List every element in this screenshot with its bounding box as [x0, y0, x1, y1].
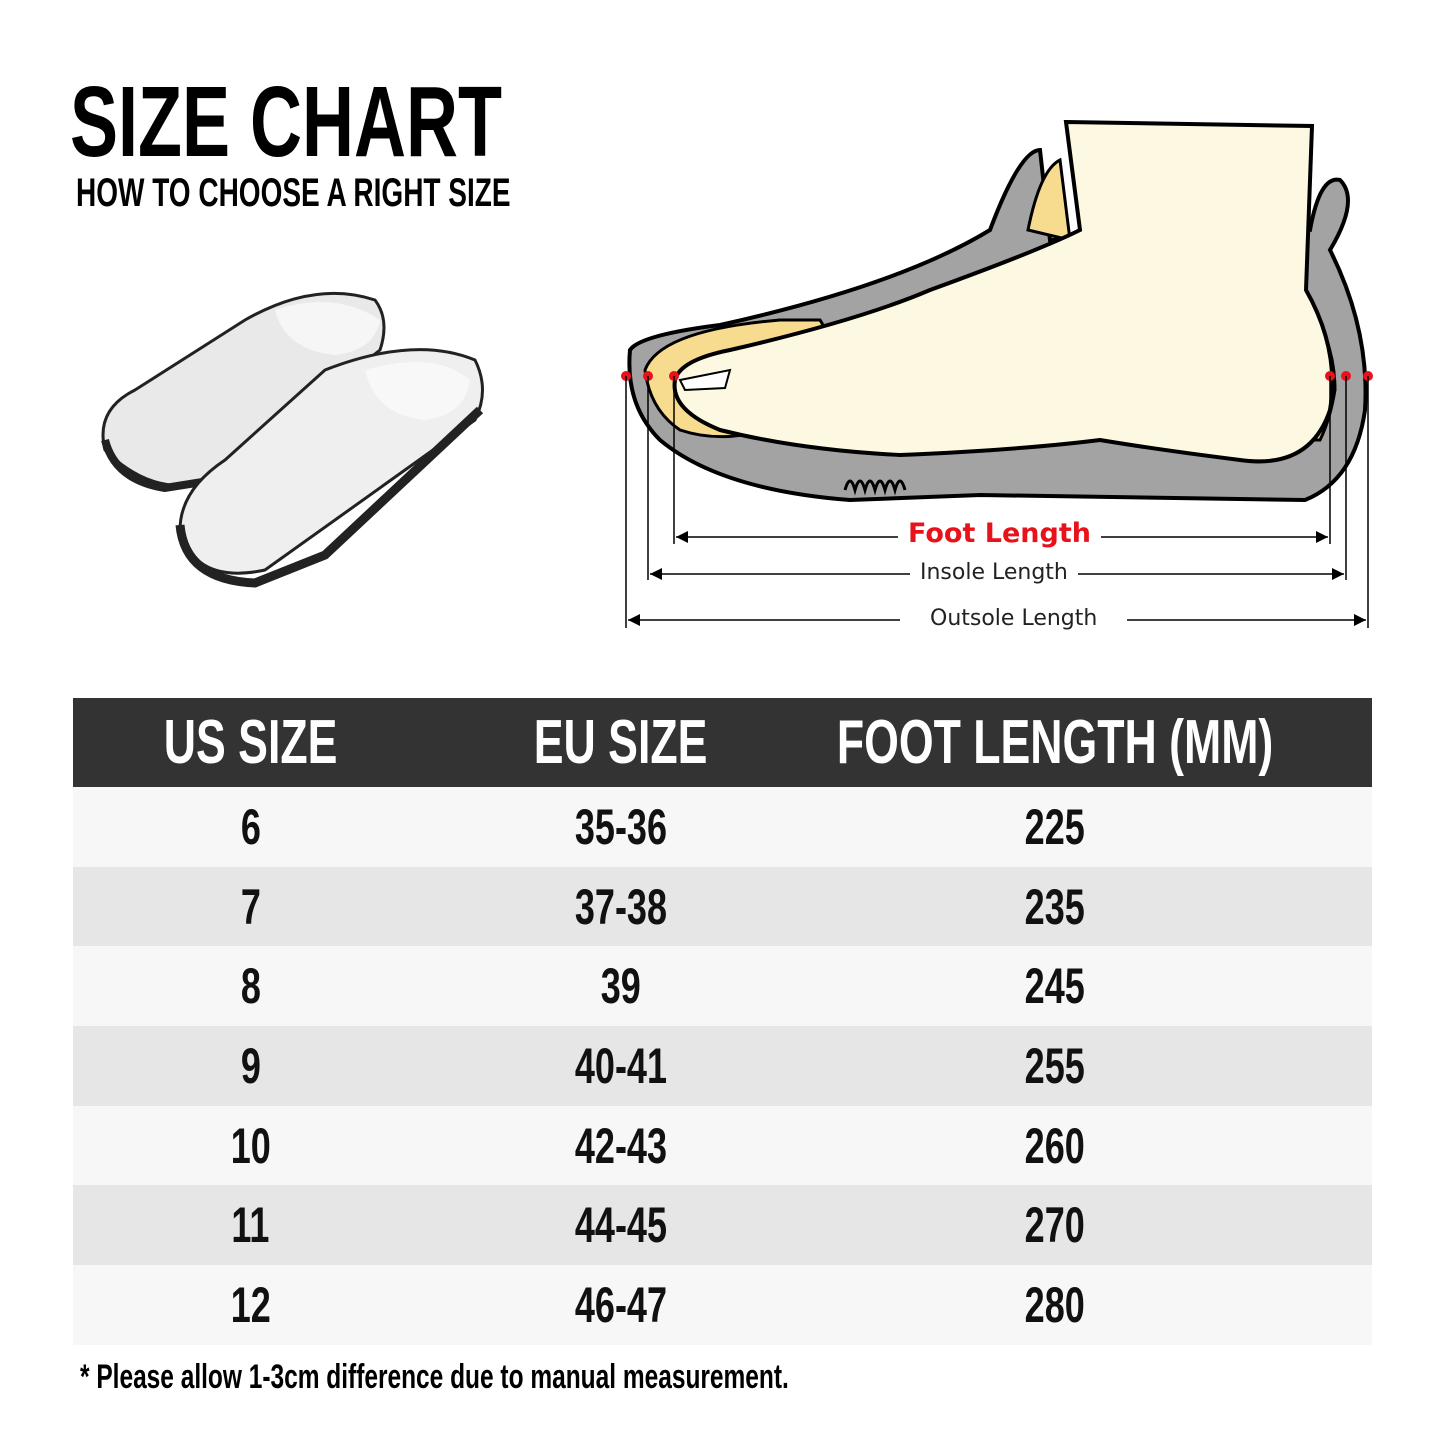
us-size-cell: 7 [240, 878, 261, 935]
table-row: 11 44-45 270 [73, 1185, 1372, 1266]
table-header: US SIZE EU SIZE FOOT LENGTH (MM) [73, 698, 1372, 787]
eu-size-cell: 35-36 [574, 798, 668, 855]
table-row: 6 35-36 225 [73, 787, 1372, 867]
measurement-note: * Please allow 1-3cm difference due to m… [80, 1358, 789, 1396]
size-table: US SIZE EU SIZE FOOT LENGTH (MM) 6 35-36 2… [73, 698, 1372, 1345]
column-header-us-size: US SIZE [163, 708, 338, 777]
page-subtitle: HOW TO CHOOSE A RIGHT SIZE [76, 171, 511, 215]
page-title: SIZE CHART [70, 66, 503, 178]
eu-size-cell: 42-43 [574, 1117, 668, 1174]
foot-illustration [621, 119, 1373, 628]
foot-length-cell: 260 [1024, 1117, 1086, 1174]
foot-length-cell: 225 [1024, 798, 1086, 855]
outsole-length-label: Outsole Length [900, 606, 1128, 631]
us-size-cell: 8 [240, 958, 261, 1015]
eu-size-cell: 39 [600, 958, 642, 1015]
table-row: 10 42-43 260 [73, 1105, 1372, 1186]
insole-length-label: Insole Length [910, 560, 1078, 585]
foot-measurement-diagram: Foot Length Insole Length Outsole Length [600, 110, 1400, 650]
foot-length-cell: 270 [1024, 1197, 1086, 1254]
us-size-cell: 10 [230, 1117, 271, 1174]
table-row: 9 40-41 255 [73, 1026, 1372, 1106]
eu-size-cell: 40-41 [574, 1037, 668, 1094]
column-header-eu-size: EU SIZE [534, 708, 708, 777]
foot-length-cell: 255 [1024, 1037, 1086, 1094]
eu-size-cell: 37-38 [574, 878, 668, 935]
column-header-foot-length: FOOT LENGTH (MM) [836, 708, 1274, 777]
table-row: 8 39 245 [73, 946, 1372, 1027]
foot-length-cell: 280 [1024, 1276, 1086, 1333]
eu-size-cell: 46-47 [574, 1276, 668, 1333]
foot-length-cell: 245 [1024, 958, 1086, 1015]
us-size-cell: 9 [240, 1037, 261, 1094]
table-row: 7 37-38 235 [73, 866, 1372, 947]
table-row: 12 46-47 280 [73, 1265, 1372, 1345]
foot-length-label: Foot Length [898, 518, 1101, 549]
us-size-cell: 6 [240, 798, 261, 855]
foot-length-cell: 235 [1024, 878, 1086, 935]
us-size-cell: 11 [231, 1197, 270, 1254]
slipper-image [101, 291, 484, 588]
us-size-cell: 12 [230, 1276, 271, 1333]
eu-size-cell: 44-45 [574, 1197, 668, 1254]
